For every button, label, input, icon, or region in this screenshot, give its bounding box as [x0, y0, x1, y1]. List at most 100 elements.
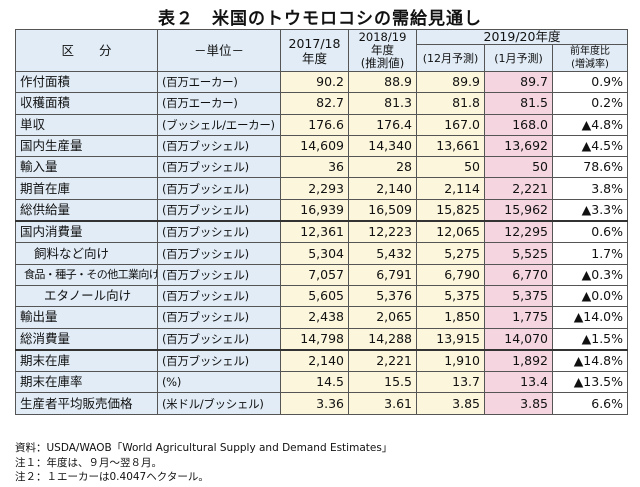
value-2018-19: 14,288: [348, 327, 417, 351]
value-dec-forecast: 2,114: [416, 177, 485, 200]
table-row: エタノール向け (百万ブッシェル) 5,605 5,376 5,375 5,375 ▲0.0…: [15, 284, 629, 308]
value-dec-forecast: 167.0: [416, 113, 485, 136]
value-jan-forecast: 13,692: [484, 134, 553, 158]
value-jan-forecast: 2,221: [484, 177, 553, 200]
row-unit: (百万エーカー): [157, 70, 281, 94]
value-jan-forecast: 1,892: [484, 349, 553, 373]
row-label: 国内生産量: [15, 134, 158, 158]
table-row: 期末在庫率 (%) 14.5 15.5 13.7 13.4 ▲13.5%: [15, 371, 629, 394]
header-unit: －単位－: [157, 29, 281, 72]
value-change: 0.9%: [551, 70, 629, 94]
value-2017-18: 90.2: [280, 70, 349, 94]
row-unit: (米ドル/ブッシェル): [157, 392, 281, 415]
value-jan-forecast: 1,775: [484, 306, 553, 329]
row-label: エタノール向け: [15, 284, 158, 308]
value-change: ▲1.5%: [551, 327, 629, 351]
row-label: 単収: [15, 113, 158, 136]
row-label: 輸出量: [15, 306, 158, 329]
row-label: 総供給量: [15, 198, 158, 223]
value-dec-forecast: 5,375: [416, 284, 485, 308]
row-unit: (百万ブッシェル): [157, 220, 281, 244]
value-2018-19: 14,340: [348, 134, 417, 158]
value-dec-forecast: 13.7: [416, 371, 485, 394]
value-2018-19: 3.61: [348, 392, 417, 415]
value-2018-19: 28: [348, 156, 417, 179]
value-2018-19: 5,376: [348, 284, 417, 308]
value-2018-19: 6,791: [348, 263, 417, 286]
value-2018-19: 2,065: [348, 306, 417, 329]
table-row: 作付面積 (百万エーカー) 90.2 88.9 89.9 89.7 0.9%: [15, 70, 629, 94]
row-label: 国内消費量: [15, 220, 158, 244]
row-unit: (百万ブッシェル): [157, 156, 281, 179]
value-2017-18: 2,293: [280, 177, 349, 200]
row-unit: (百万ブッシェル): [157, 349, 281, 373]
row-label: 生産者平均販売価格: [15, 392, 158, 415]
value-2018-19: 5,432: [348, 242, 417, 265]
row-unit: (百万ブッシェル): [157, 198, 281, 223]
value-2018-19: 176.4: [348, 113, 417, 136]
value-dec-forecast: 15,825: [416, 198, 485, 223]
table-row: 期末在庫 (百万ブッシェル) 2,140 2,221 1,910 1,892 ▲14.8%: [15, 349, 629, 373]
row-unit: (%): [157, 371, 281, 394]
value-dec-forecast: 12,065: [416, 220, 485, 244]
note-1: 注１：年度は、９月～翌８月。: [15, 456, 162, 469]
row-unit: (ブッシェル/エーカー): [157, 113, 281, 136]
value-dec-forecast: 13,661: [416, 134, 485, 158]
value-change: ▲4.8%: [551, 113, 629, 136]
value-dec-forecast: 1,850: [416, 306, 485, 329]
value-2017-18: 5,304: [280, 242, 349, 265]
table-title: 表２ 米国のトウモロコシの需給見通し: [158, 9, 482, 29]
supply-demand-table: 区 分 －単位－ 2017/18 年度 2018/19 年度 (推測値) 201…: [15, 29, 629, 415]
value-change: ▲3.3%: [551, 198, 629, 223]
value-dec-forecast: 81.8: [416, 92, 485, 115]
value-2018-19: 2,140: [348, 177, 417, 200]
header-category: 区 分: [15, 29, 158, 72]
value-jan-forecast: 5,525: [484, 242, 553, 265]
row-unit: (百万ブッシェル): [157, 263, 281, 286]
value-2017-18: 36: [280, 156, 349, 179]
table-row: 生産者平均販売価格 (米ドル/ブッシェル) 3.36 3.61 3.85 3.85 6.6%: [15, 392, 629, 415]
table-row: 総供給量 (百万ブッシェル) 16,939 16,509 15,825 15,962 ▲3.…: [15, 198, 629, 223]
row-unit: (百万エーカー): [157, 92, 281, 115]
row-label: 収穫面積: [15, 92, 158, 115]
value-change: 78.6%: [551, 156, 629, 179]
table-row: 期首在庫 (百万ブッシェル) 2,293 2,140 2,114 2,221 3.8%: [15, 177, 629, 200]
value-change: 1.7%: [551, 242, 629, 265]
value-jan-forecast: 5,375: [484, 284, 553, 308]
row-unit: (百万ブッシェル): [157, 134, 281, 158]
table-row: 国内消費量 (百万ブッシェル) 12,361 12,223 12,065 12,295 0.…: [15, 220, 629, 244]
value-2017-18: 12,361: [280, 220, 349, 244]
value-dec-forecast: 13,915: [416, 327, 485, 351]
header-change: 前年度比 (増減率): [551, 44, 629, 72]
header-jan-forecast: (1月予測): [484, 44, 553, 72]
value-2018-19: 15.5: [348, 371, 417, 394]
value-2017-18: 176.6: [280, 113, 349, 136]
value-2018-19: 81.3: [348, 92, 417, 115]
note-2: 注２：１エーカーは0.4047ヘクタール。: [15, 471, 209, 483]
header-2017-18: 2017/18 年度: [280, 29, 349, 72]
value-jan-forecast: 81.5: [484, 92, 553, 115]
row-unit: (百万ブッシェル): [157, 306, 281, 329]
value-jan-forecast: 15,962: [484, 198, 553, 223]
value-change: ▲14.0%: [551, 306, 629, 329]
table-row: 収穫面積 (百万エーカー) 82.7 81.3 81.8 81.5 0.2%: [15, 92, 629, 115]
table-row: 輸入量 (百万ブッシェル) 36 28 50 50 78.6%: [15, 156, 629, 179]
value-change: ▲13.5%: [551, 371, 629, 394]
table-row: 飼料など向け (百万ブッシェル) 5,304 5,432 5,275 5,525 1.7%: [15, 242, 629, 265]
value-2018-19: 16,509: [348, 198, 417, 223]
value-change: ▲4.5%: [551, 134, 629, 158]
value-change: 3.8%: [551, 177, 629, 200]
value-change: 6.6%: [551, 392, 629, 415]
row-label: 期末在庫: [15, 349, 158, 373]
footnotes: 資料：USDA/WAOB「World Agricultural Supply a…: [15, 441, 392, 485]
row-label: 期末在庫率: [15, 371, 158, 394]
value-jan-forecast: 14,070: [484, 327, 553, 351]
row-label: 輸入量: [15, 156, 158, 179]
table-row: 総消費量 (百万ブッシェル) 14,798 14,288 13,915 14,070 ▲1.…: [15, 327, 629, 351]
value-dec-forecast: 6,790: [416, 263, 485, 286]
value-dec-forecast: 1,910: [416, 349, 485, 373]
note-source: 資料：USDA/WAOB「World Agricultural Supply a…: [15, 442, 393, 454]
value-jan-forecast: 168.0: [484, 113, 553, 136]
value-dec-forecast: 89.9: [416, 70, 485, 94]
header-2019-20: 2019/20年度: [415, 29, 629, 45]
